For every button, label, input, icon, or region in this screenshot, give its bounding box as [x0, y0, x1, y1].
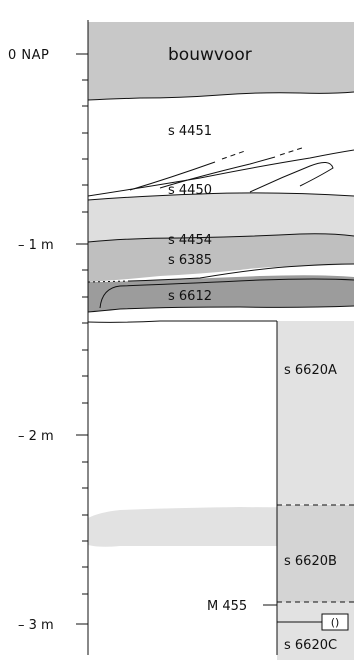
layer-label-s6612: s 6612 [168, 289, 212, 304]
scale-labels: 0 NAP – 1 m – 2 m – 3 m [8, 48, 54, 633]
layer-label-s6620b: s 6620B [284, 554, 337, 569]
layer-label-s4450: s 4450 [168, 183, 212, 198]
layer-s6620c-column [277, 602, 354, 660]
boundary-s4454 [87, 233, 354, 243]
layer-s6620a-column [277, 321, 354, 505]
layer-s4454-fill [88, 192, 354, 242]
scale-label-2: – 2 m [18, 429, 54, 444]
layer-s6612-fill [88, 275, 354, 312]
boundary-s4450-upper [87, 149, 354, 197]
find-label: M 455 [207, 599, 247, 614]
layer-label-s4451: s 4451 [168, 124, 212, 139]
boundary-s6620-band [87, 320, 277, 323]
boundary-s6612-inner [99, 278, 354, 309]
layer-s6620b-column [277, 505, 354, 602]
boundary-s6385-dotted [87, 280, 131, 283]
boundary-s4451-a [129, 161, 216, 191]
boundary-s4450-lower [87, 192, 354, 201]
scale-label-3: – 3 m [18, 618, 54, 633]
layer-labels: bouwvoor s 4451 s 4450 s 4454 s 6385 s 6… [168, 45, 337, 653]
find-symbol-box [321, 613, 349, 631]
boundary-s4451-d [279, 146, 306, 156]
find-symbol: () [331, 616, 340, 629]
layer-label-s6385: s 6385 [168, 253, 212, 268]
boundary-s6385 [129, 263, 354, 282]
layer-label-bouwvoor: bouwvoor [168, 45, 252, 65]
layer-bouwvoor-fill [88, 22, 354, 100]
boundary-s4451-b [221, 150, 246, 160]
layer-s6385-fill [88, 233, 354, 282]
layer-label-s4454: s 4454 [168, 233, 212, 248]
layer-label-s6620a: s 6620A [284, 363, 337, 378]
boundary-s4451-c [159, 156, 276, 189]
boundary-bouwvoor [87, 91, 354, 101]
scale-label-0: 0 NAP [8, 48, 49, 63]
boundary-s6612 [87, 305, 354, 313]
scale-ticks [76, 53, 88, 625]
layer-label-s6620c: s 6620C [284, 638, 337, 653]
scale-label-1: – 1 m [18, 238, 54, 253]
boundary-s4450-curve [249, 162, 334, 193]
